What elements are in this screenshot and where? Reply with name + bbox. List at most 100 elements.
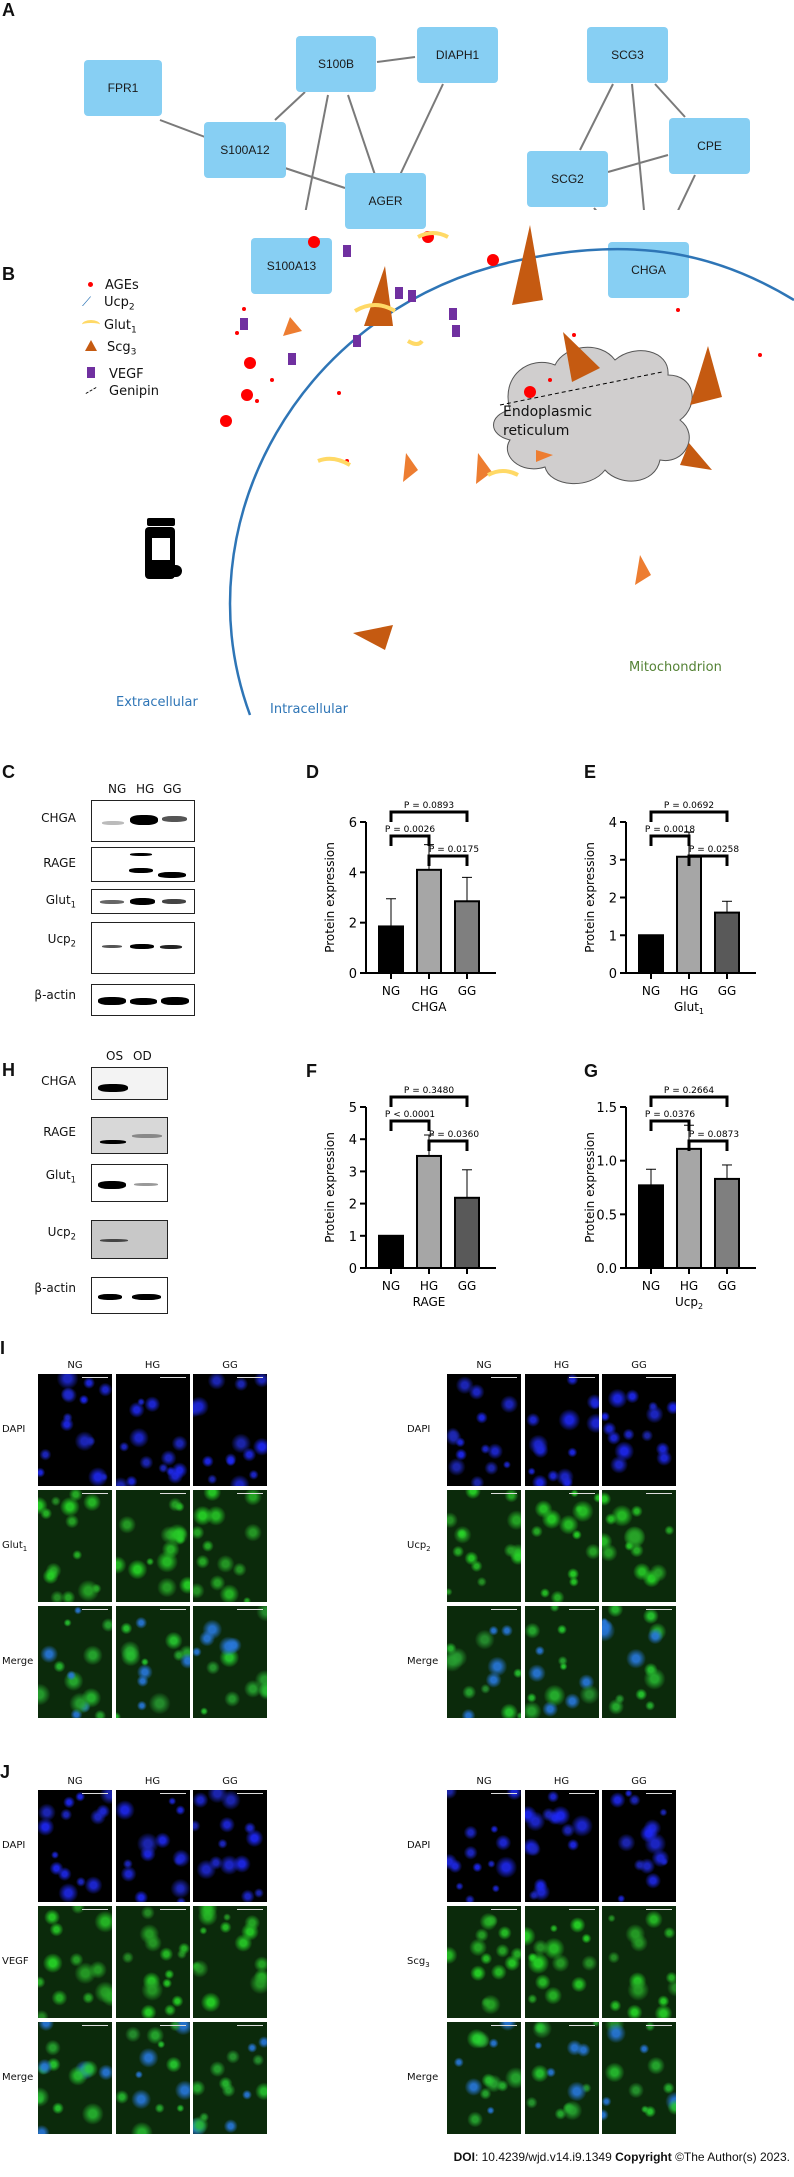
y-tick-label: 0.0 [596, 1262, 617, 1277]
p-value-label: P = 0.2664 [664, 1086, 714, 1096]
micrograph-glut-ng [38, 1490, 112, 1602]
micrograph-dapi-ng [447, 1374, 521, 1486]
scale-bar [237, 1493, 263, 1494]
y-tick-label: 5 [349, 1101, 357, 1116]
column-header-gg: GG [222, 1360, 238, 1371]
bar-gg [714, 1177, 740, 1269]
panel-a-label: A [2, 0, 15, 20]
p-value-label: P = 0.0026 [385, 825, 435, 835]
scale-bar [568, 1377, 595, 1378]
scale-bar [491, 1609, 517, 1610]
dashed-line-icon [85, 386, 97, 394]
micrograph-dapi-hg [115, 1374, 190, 1486]
schematic-graphics [145, 225, 794, 716]
blot-row-label: β-actin [34, 988, 76, 1002]
panel-e-label: E [584, 762, 597, 782]
western-blot-c: NG HG GG CHGA RAGE Glut1 Ucp2 β-actin [0, 760, 200, 1020]
y-tick-label: 1 [609, 929, 617, 944]
x-axis-label: CHGA [412, 1000, 448, 1014]
row-label-dapi: DAPI [407, 1840, 431, 1851]
p-value-label: P < 0.0001 [385, 1110, 435, 1120]
blot-row-label: CHGA [41, 1074, 76, 1088]
orange-triangle-icon [85, 340, 97, 352]
x-tick-label: GG [458, 1279, 477, 1293]
micrograph-merge-ng [38, 1606, 112, 1718]
blot-glut1 [91, 1164, 168, 1202]
x-tick-label: HG [680, 1279, 698, 1293]
micrograph-ucp-gg [602, 1490, 676, 1602]
y-tick-label: 0 [349, 1262, 357, 1277]
panel-h-label: H [2, 1060, 15, 1080]
extracellular-label: Extracellular [116, 695, 198, 710]
scale-bar [237, 1909, 263, 1910]
micrograph-vegf-hg [115, 1906, 190, 2018]
er-label: Endoplasmic reticulum [503, 404, 593, 439]
blot-row-label: Ucp2 [47, 1225, 76, 1242]
micrograph-merge-gg [602, 2022, 676, 2134]
x-axis-label: Ucp2 [675, 1295, 703, 1311]
x-tick-label: GG [718, 984, 737, 998]
bar-hg [676, 1147, 702, 1269]
micrograph-glut-hg [115, 1490, 190, 1602]
network-node-diaph1: DIAPH1 [417, 27, 498, 83]
drug-bottle-icon [145, 518, 182, 579]
y-tick-label: 4 [609, 816, 617, 831]
blot-glut1 [91, 889, 195, 914]
schematic-legend: AGEs ⟋ Ucp2 Glut1 Scg3 VEGF Genipin [82, 277, 159, 400]
row-label-merge: Merge [2, 2072, 34, 2083]
blot-row-label: RAGE [43, 1125, 76, 1139]
lane-gg: GG [163, 782, 182, 796]
micrograph-dapi-gg [193, 1374, 267, 1486]
bar-chart-ucp2: 0.0 0.5 1.0 1.5 Protein expression NG HG GG Ucp2… [583, 1086, 756, 1311]
y-tick-label: 0 [349, 967, 357, 982]
micrograph-merge-gg [602, 1606, 676, 1718]
x-axis-label: Glut1 [674, 1000, 704, 1016]
micrograph-dapi-ng [447, 1790, 521, 1902]
blot-chga [91, 800, 195, 842]
intracellular-label: Intracellular [270, 702, 349, 717]
y-axis-label: Protein expression [583, 842, 597, 953]
column-header-ng: NG [67, 1360, 83, 1371]
cell-mechanism-schematic: AGEs ⟋ Ucp2 Glut1 Scg3 VEGF Genipin Endop… [0, 225, 794, 725]
scale-bar [568, 1793, 595, 1794]
micrograph-dapi-ng [38, 1374, 112, 1486]
panel-b-label: B [2, 264, 15, 284]
legend-item-ucp2: ⟋ Ucp2 [82, 295, 135, 313]
p-value-label: P = 0.0376 [645, 1110, 695, 1120]
y-tick-label: 2 [349, 1198, 357, 1213]
column-header-hg: HG [553, 1360, 570, 1371]
p-value-label: P = 0.0893 [404, 801, 454, 811]
scale-bar [159, 1377, 186, 1378]
x-tick-label: NG [642, 984, 660, 998]
scale-bar [646, 1377, 672, 1378]
micrograph-merge-hg [115, 2022, 190, 2134]
bar-gg [454, 900, 480, 974]
x-tick-label: NG [382, 1279, 400, 1293]
micrograph-vegf-gg [193, 1906, 267, 2018]
panel-i-label: I [0, 1338, 6, 1358]
blot-row-label: RAGE [43, 856, 76, 870]
blot-beta-actin [91, 1277, 168, 1314]
micrograph-dapi-hg [524, 1374, 599, 1486]
y-tick-label: 0 [609, 967, 617, 982]
scale-bar [82, 1609, 108, 1610]
panel-g-label: G [584, 1061, 599, 1081]
panel-f-label: F [306, 1061, 317, 1081]
network-node-chga: CHGA [608, 242, 689, 298]
er-cloud [493, 346, 693, 484]
micrograph-dapi-hg [115, 1790, 190, 1902]
lane-hg: HG [136, 782, 155, 796]
scale-bar [159, 2025, 186, 2026]
p-value-label: P = 0.0692 [664, 801, 714, 811]
bar-hg [676, 855, 702, 974]
x-tick-label: HG [420, 984, 438, 998]
row-label-dapi: DAPI [2, 1424, 26, 1435]
lane-os: OS [106, 1049, 124, 1063]
column-header-ng: NG [476, 1360, 492, 1371]
scale-bar [646, 1909, 672, 1910]
legend-item-scg3: Scg3 [82, 339, 159, 362]
scale-bar [491, 2025, 517, 2026]
row-label-scg: Scg3 [407, 1956, 430, 1969]
p-value-label: P = 0.3480 [404, 1086, 454, 1096]
column-header-hg: HG [144, 1360, 161, 1371]
